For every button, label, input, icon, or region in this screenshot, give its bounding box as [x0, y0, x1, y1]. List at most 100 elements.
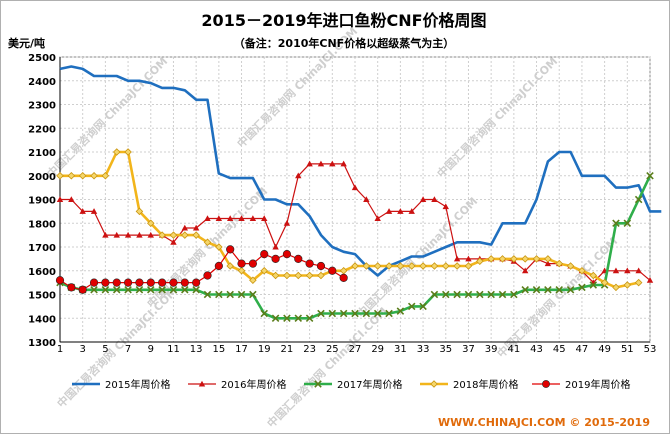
- data-point: [260, 250, 269, 259]
- data-point: [203, 238, 212, 247]
- data-point: [510, 290, 518, 299]
- data-point: [169, 278, 178, 287]
- data-point: [430, 380, 438, 388]
- data-point: [566, 285, 575, 294]
- data-point: [124, 231, 132, 238]
- y-tick-label: 1300: [28, 338, 56, 349]
- data-point: [396, 307, 405, 315]
- x-tick-label: 39: [485, 344, 498, 355]
- data-point: [215, 243, 223, 251]
- legend-item-3: 2017年周价格: [304, 378, 402, 391]
- data-point: [555, 285, 563, 294]
- data-point: [521, 255, 529, 263]
- x-tick-label: 9: [148, 344, 154, 355]
- data-point: [123, 278, 133, 287]
- data-point: [624, 267, 631, 274]
- data-point: [112, 285, 121, 294]
- data-point: [351, 262, 359, 270]
- legend-item-1: 2015年周价格: [72, 378, 170, 391]
- data-point: [112, 278, 121, 287]
- data-point: [181, 285, 189, 294]
- data-point: [272, 243, 279, 250]
- data-point: [419, 196, 427, 203]
- data-point: [646, 277, 654, 283]
- data-point: [215, 215, 223, 222]
- x-tick-label: 51: [621, 344, 634, 355]
- data-point: [430, 290, 439, 299]
- data-point: [271, 271, 280, 280]
- data-point: [135, 285, 144, 294]
- data-point: [623, 281, 632, 289]
- x-tick-label: 45: [553, 344, 566, 355]
- data-point: [101, 285, 110, 294]
- data-point: [79, 208, 86, 214]
- data-point: [521, 267, 529, 274]
- data-point: [373, 309, 382, 318]
- series-4: [56, 148, 643, 292]
- legend-item-5: 2019年周价格: [532, 378, 630, 391]
- data-point: [566, 262, 575, 270]
- data-point: [487, 290, 495, 299]
- data-point: [578, 266, 586, 275]
- data-point: [237, 266, 246, 275]
- series-3: [56, 171, 654, 323]
- data-point: [634, 195, 643, 204]
- data-point: [351, 184, 359, 191]
- data-point: [147, 285, 155, 294]
- data-point: [612, 219, 620, 228]
- data-point: [136, 231, 143, 238]
- data-point: [329, 160, 336, 167]
- data-point: [317, 160, 325, 167]
- x-tick-label: 31: [394, 344, 407, 355]
- data-point: [612, 267, 620, 274]
- data-point: [544, 285, 552, 294]
- data-point: [521, 285, 529, 294]
- data-point: [385, 262, 393, 270]
- data-point: [397, 208, 404, 214]
- data-point: [431, 196, 438, 203]
- x-tick-label: 29: [371, 344, 384, 355]
- data-point: [317, 309, 325, 318]
- data-point: [135, 207, 144, 216]
- legend-label: 2019年周价格: [565, 378, 630, 391]
- data-point: [453, 255, 461, 262]
- data-point: [124, 148, 132, 156]
- data-point: [215, 290, 223, 299]
- x-tick-label: 25: [326, 344, 339, 355]
- data-point: [248, 259, 257, 268]
- data-point: [226, 290, 234, 299]
- data-point: [260, 266, 268, 275]
- x-tick-label: 41: [507, 344, 520, 355]
- data-point: [283, 271, 291, 280]
- data-point: [102, 231, 109, 238]
- data-point: [181, 224, 189, 231]
- data-point: [385, 309, 393, 318]
- data-point: [589, 271, 598, 280]
- data-point: [314, 380, 322, 388]
- x-tick-label: 53: [644, 344, 657, 355]
- data-point: [198, 380, 206, 387]
- x-tick-label: 37: [462, 344, 475, 355]
- data-point: [101, 171, 110, 180]
- series-line: [60, 150, 639, 289]
- data-point: [101, 278, 110, 287]
- data-point: [532, 285, 541, 294]
- tick-labels: 1300 1400 1500 1600 1700 1800 1900 2000 2100 2200…: [28, 53, 656, 355]
- data-point: [158, 231, 166, 239]
- data-point: [261, 215, 268, 222]
- data-point: [237, 290, 246, 299]
- x-tick-label: 23: [303, 344, 316, 355]
- data-point: [487, 255, 495, 263]
- data-point: [135, 278, 144, 287]
- series-line: [59, 65, 662, 277]
- data-point: [453, 262, 461, 270]
- data-point: [112, 148, 121, 156]
- data-point: [67, 283, 76, 292]
- data-point: [385, 208, 393, 214]
- data-point: [271, 254, 280, 263]
- y-tick-label: 1700: [28, 243, 56, 254]
- y-tick-label: 1400: [28, 314, 56, 325]
- data-point: [373, 262, 382, 270]
